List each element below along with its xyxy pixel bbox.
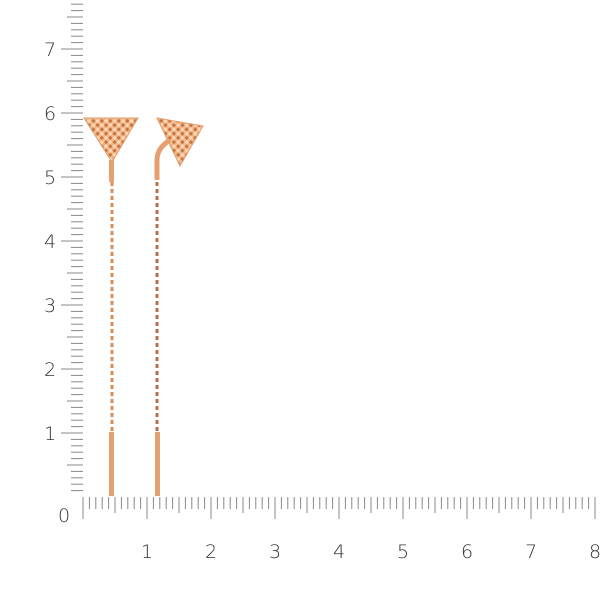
right-bar: [155, 432, 160, 496]
y-label: 7: [44, 39, 56, 61]
left-bar: [109, 432, 114, 496]
y-label: 2: [44, 359, 56, 381]
y-label: 3: [44, 295, 56, 317]
right-connector: [154, 137, 172, 180]
x-label: 6: [461, 541, 473, 563]
x-label: 4: [333, 541, 345, 563]
left-triangle-pendant: [83, 117, 139, 163]
y-label: 6: [44, 103, 56, 125]
left-earring: [83, 117, 139, 496]
x-label: 3: [269, 541, 281, 563]
x-label: 5: [397, 541, 409, 563]
x-label: 1: [141, 541, 153, 563]
right-earring: [154, 117, 204, 496]
x-label: 7: [525, 541, 537, 563]
y-label: 4: [44, 231, 56, 253]
x-label: 8: [589, 541, 600, 563]
y-label: 5: [44, 167, 56, 189]
y-label: 1: [44, 423, 56, 445]
ruler-ticks: [61, 3, 596, 519]
left-connector: [109, 160, 114, 182]
origin-label: 0: [58, 505, 70, 527]
x-label: 2: [205, 541, 217, 563]
